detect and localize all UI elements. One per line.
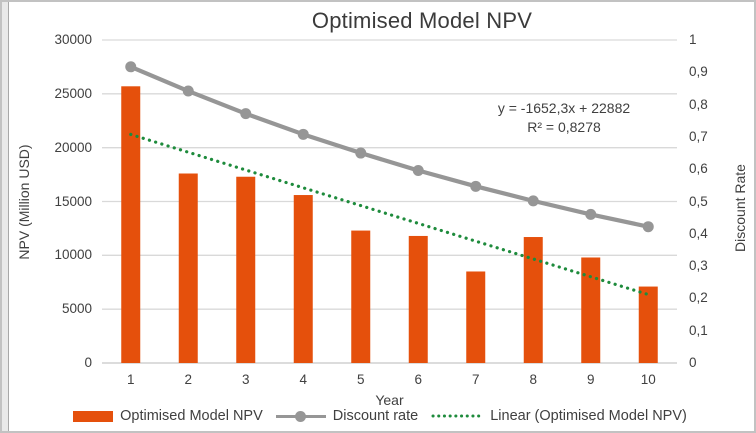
npv-bar-year-1	[121, 86, 141, 364]
x-tick-label: 2	[184, 372, 192, 387]
right-tick-label: 0,9	[689, 64, 708, 80]
trendline-equation: y = -1652,3x + 22882	[497, 100, 631, 116]
r-squared-value: R² = 0,8278	[527, 119, 601, 135]
legend-label: Optimised Model NPV	[120, 408, 263, 424]
discount-point-year-2	[182, 85, 194, 97]
legend-line-swatch	[275, 410, 326, 422]
legend-label: Discount rate	[332, 408, 419, 424]
right-tick-label: 0,3	[689, 258, 708, 274]
right-tick-label: 0,2	[689, 290, 708, 306]
x-tick-label: 3	[241, 372, 250, 387]
legend-item-3: Linear (Optimised Model NPV)	[431, 408, 687, 424]
npv-bar-year-6	[408, 235, 428, 363]
discount-rate-line	[129, 64, 649, 229]
discount-point-year-6	[412, 164, 424, 176]
y-axis-title: NPV (Million USD)	[16, 144, 32, 260]
right-tick-label: 0,1	[689, 322, 708, 338]
x-tick-label: 7	[471, 372, 480, 387]
legend-item-2: Discount rate	[275, 408, 419, 424]
trendline	[129, 132, 650, 297]
legend-bar-swatch	[73, 410, 114, 422]
y-tick-label: 30000	[54, 32, 92, 47]
discount-point-year-4	[297, 128, 309, 140]
x-tick-label: 8	[529, 372, 537, 387]
npv-bar-year-4	[293, 195, 313, 363]
npv-bar-year-9	[581, 257, 601, 363]
right-tick-label: 0,5	[689, 193, 708, 209]
right-tick-label: 0,8	[689, 96, 708, 112]
x-tick-label: 1	[126, 372, 135, 387]
y-tick-label: 15000	[54, 193, 92, 209]
x-tick-label: 6	[414, 372, 422, 387]
npv-bar-year-5	[351, 230, 371, 363]
discount-point-year-7	[470, 180, 482, 192]
npv-bar-year-3	[236, 176, 256, 363]
discount-point-year-10	[642, 221, 654, 233]
x-tick-label: 9	[586, 372, 595, 387]
y-tick-label: 5000	[61, 301, 92, 317]
right-tick-label: 1	[689, 32, 697, 47]
npv-bar-year-7	[466, 271, 486, 363]
chart-title: Optimised Model NPV	[311, 8, 533, 33]
x-tick-label: 5	[356, 372, 365, 387]
x-tick-label: 10	[640, 372, 656, 387]
discount-point-year-5	[355, 147, 367, 159]
npv-bar-year-8	[523, 237, 543, 363]
npv-bar-year-2	[178, 173, 198, 363]
x-axis-title: Year	[375, 392, 404, 408]
y-tick-label: 10000	[54, 247, 92, 263]
discount-point-year-3	[240, 108, 252, 120]
discount-point-year-9	[585, 208, 597, 220]
right-tick-label: 0,6	[689, 161, 708, 177]
right-axis-title: Discount Rate	[732, 164, 748, 252]
trendline-annotation: y = -1652,3x + 22882 R² = 0,8278	[464, 99, 664, 137]
right-tick-label: 0	[689, 355, 697, 370]
right-tick-label: 0,7	[689, 128, 708, 144]
page-edge-strip	[2, 2, 9, 431]
discount-point-year-8	[527, 195, 539, 207]
chart-legend: Optimised Model NPV Discount rate Linear (…	[2, 408, 754, 424]
x-tick-label: 4	[299, 372, 307, 387]
legend-item-1: Optimised Model NPV	[73, 408, 263, 424]
y-tick-label: 0	[84, 355, 92, 370]
legend-label: Linear (Optimised Model NPV)	[490, 408, 687, 424]
npv-bar-year-10	[638, 286, 658, 363]
legend-dotted-swatch	[431, 414, 483, 418]
discount-point-year-1	[125, 61, 137, 73]
y-tick-label: 25000	[54, 85, 92, 101]
y-tick-label: 20000	[54, 139, 92, 155]
right-tick-label: 0,4	[689, 225, 708, 241]
